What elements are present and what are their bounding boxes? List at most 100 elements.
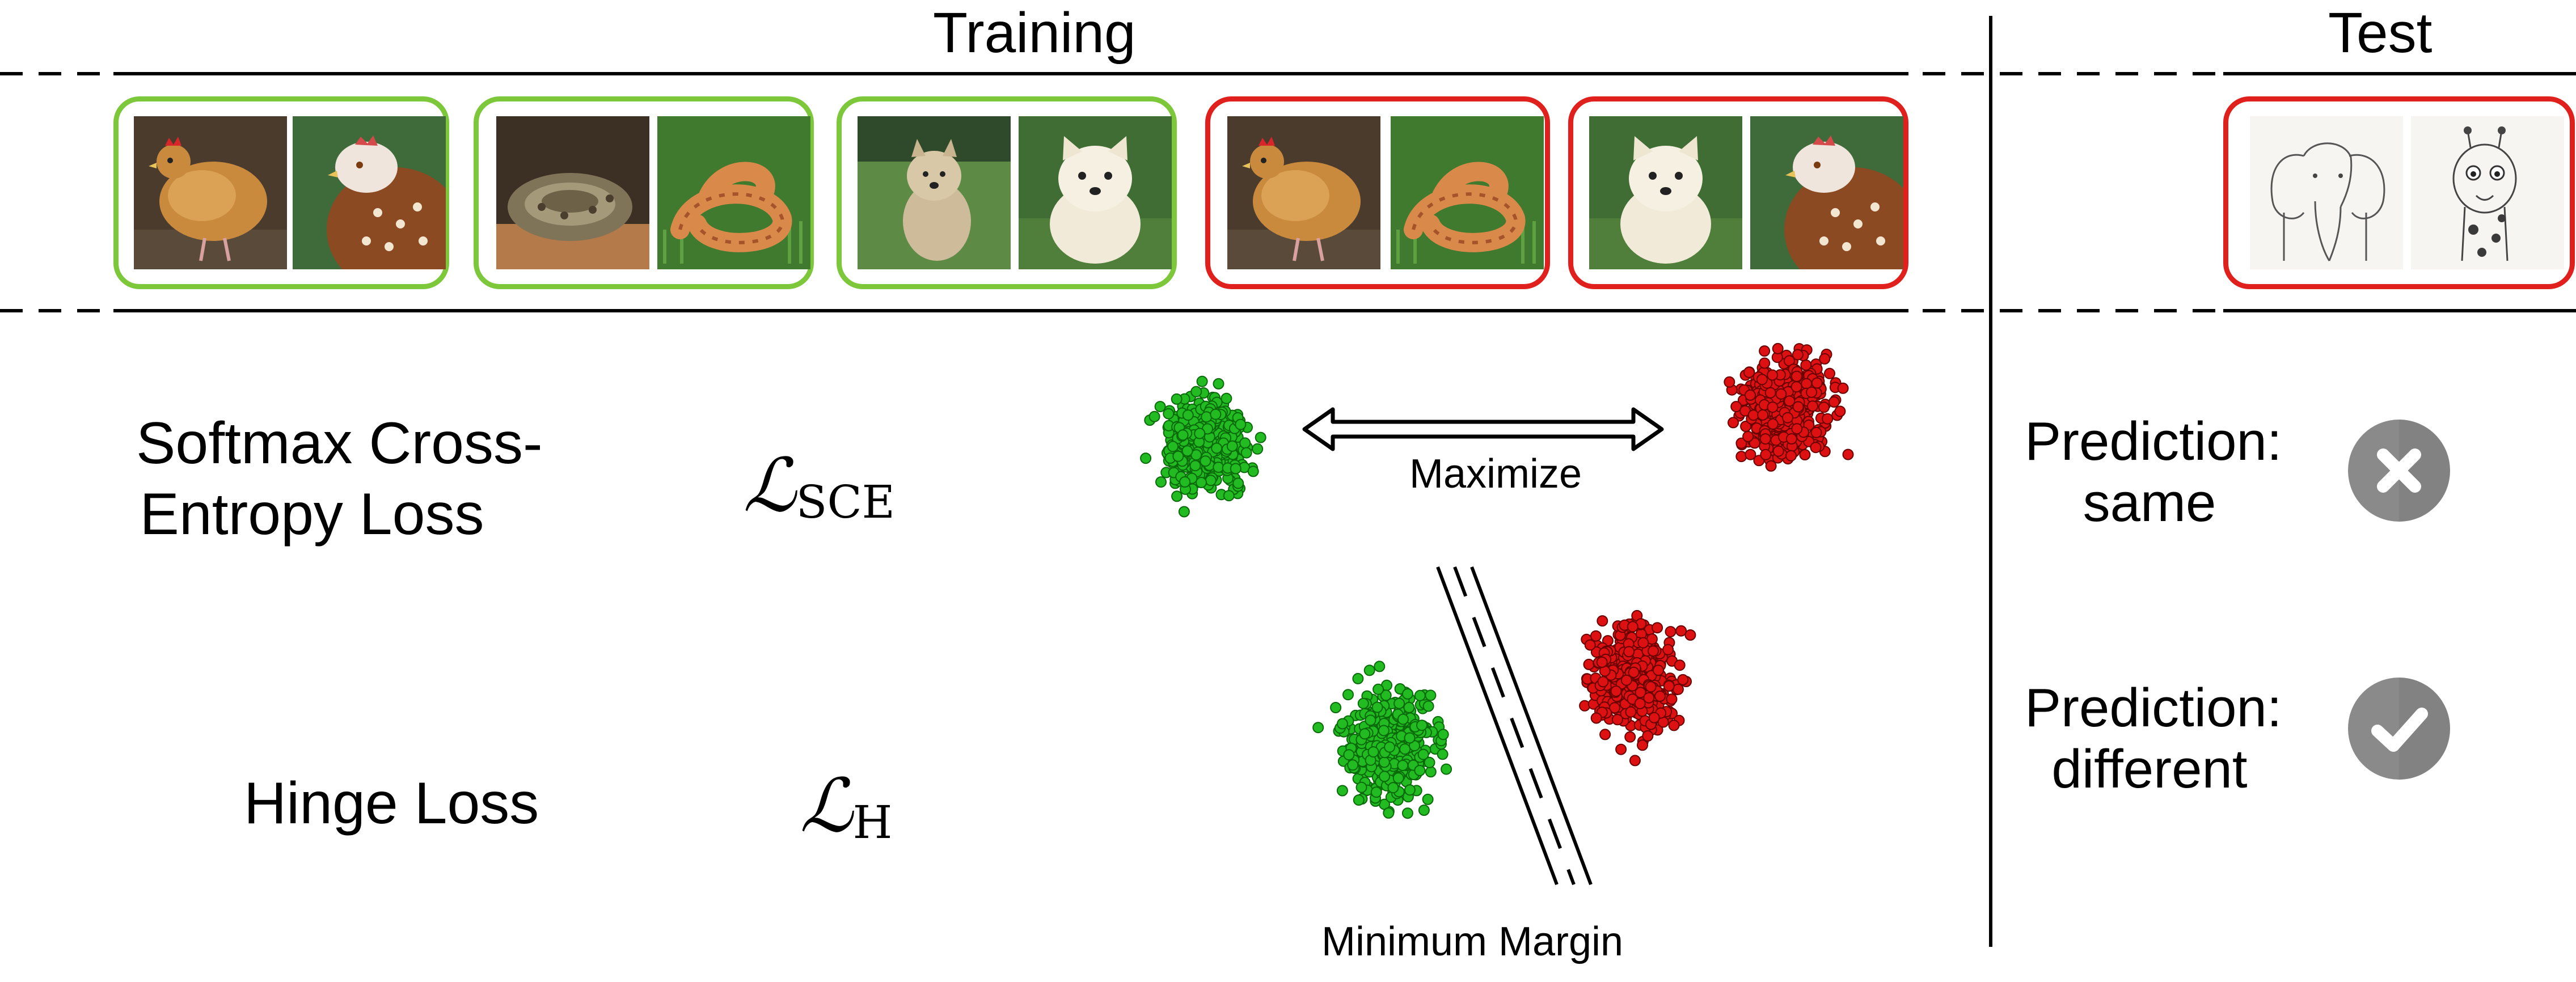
cluster-point [1337, 718, 1348, 730]
cluster-point [1181, 445, 1193, 457]
sce-prediction-line1: Prediction: [2025, 411, 2282, 472]
cluster-point [1230, 463, 1241, 475]
cluster-point [1735, 451, 1747, 463]
cluster-point [1620, 674, 1632, 686]
cluster-point [1393, 697, 1405, 709]
cluster-point [1414, 689, 1426, 701]
cluster-point [1247, 465, 1259, 477]
sce-script-l: ℒ [743, 442, 796, 528]
positive-pair-hens [113, 96, 449, 289]
cluster-point [1167, 441, 1179, 452]
sce-red-cluster [1724, 342, 1854, 472]
cluster-point [1200, 455, 1211, 467]
cluster-point [1811, 377, 1823, 389]
cluster-point [1210, 408, 1222, 420]
cross-icon [2348, 420, 2450, 522]
cluster-point [1373, 683, 1384, 695]
cluster-point [1359, 728, 1371, 740]
cluster-point [1764, 387, 1776, 399]
cluster-point [1791, 423, 1803, 435]
cluster-point [1163, 408, 1175, 420]
cluster-point [1759, 357, 1771, 369]
cluster-point [1178, 506, 1190, 518]
cluster-point [1784, 395, 1796, 407]
test-header: Test [2328, 1, 2433, 65]
cluster-point [1792, 349, 1804, 361]
cluster-point [1422, 700, 1434, 712]
cluster-point [1383, 807, 1395, 819]
test-pair-sketches [2223, 96, 2575, 289]
cluster-point [1648, 645, 1659, 657]
cluster-point [1312, 722, 1324, 734]
cluster-point [1196, 375, 1208, 387]
cluster-point [1790, 381, 1802, 393]
cluster-point [1767, 401, 1779, 413]
cluster-point [1252, 443, 1264, 455]
cluster-point [1842, 448, 1854, 460]
cluster-point [1357, 697, 1369, 709]
cluster-point [1397, 713, 1409, 725]
cluster-point [1662, 644, 1674, 655]
cluster-point [1629, 755, 1641, 767]
cluster-point [1666, 693, 1678, 705]
cluster-point [1414, 765, 1426, 776]
cluster-point [1201, 411, 1213, 423]
cluster-point [1635, 687, 1646, 699]
cluster-point [1628, 666, 1640, 678]
cluster-point [1599, 729, 1611, 740]
cluster-point [1806, 386, 1818, 398]
negative-pair-dog-hen [1568, 96, 1908, 289]
cluster-point [1363, 664, 1375, 676]
cluster-point [1674, 659, 1686, 671]
cluster-point [1807, 400, 1818, 412]
cluster-point [1810, 426, 1822, 438]
cluster-point [1232, 477, 1244, 489]
cluster-point [1424, 756, 1435, 768]
cluster-point [1441, 763, 1452, 775]
cluster-point [1645, 681, 1657, 693]
cluster-point [1378, 725, 1390, 737]
cluster-point [1637, 637, 1649, 649]
cluster-point [1597, 676, 1609, 688]
sce-loss-name: Softmax Cross- Entropy Loss [136, 408, 543, 550]
cluster-point [1792, 401, 1804, 413]
cluster-point [1828, 396, 1840, 408]
cluster-point [1365, 714, 1376, 726]
cluster-point [1403, 701, 1415, 713]
cluster-point [1583, 658, 1595, 670]
cluster-point [1342, 689, 1354, 701]
hinge-loss-name: Hinge Loss [244, 771, 539, 836]
hinge-subscript: H [852, 796, 893, 849]
sce-loss-symbol: ℒSCE [743, 442, 895, 528]
cluster-point [1759, 345, 1771, 357]
cluster-point [1800, 359, 1812, 371]
cluster-point [1336, 785, 1348, 797]
cluster-point [1397, 760, 1409, 771]
maximize-label: Maximize [1409, 451, 1582, 497]
cluster-point [1730, 401, 1742, 413]
cluster-point [1416, 719, 1428, 731]
sce-prediction: Prediction: same [2025, 411, 2282, 533]
cluster-point [1425, 689, 1437, 701]
cluster-point [1196, 477, 1207, 488]
cluster-point [1211, 442, 1223, 454]
sce-loss-line1: Softmax Cross- [136, 410, 543, 476]
cluster-point [1684, 629, 1696, 641]
cluster-point [1627, 621, 1638, 633]
cluster-point [1422, 793, 1434, 805]
sce-green-cluster [1140, 375, 1266, 518]
cluster-point [1374, 661, 1386, 672]
cluster-point [1240, 447, 1252, 459]
cluster-point [1384, 741, 1396, 753]
cluster-point [1785, 433, 1797, 445]
cluster-point [1597, 615, 1608, 627]
cluster-point [1194, 427, 1206, 439]
margin-lines [1436, 566, 1593, 886]
cluster-point [1775, 388, 1787, 400]
cluster-point [1148, 410, 1160, 422]
cluster-point [1819, 353, 1831, 365]
cluster-point [1343, 749, 1355, 761]
cluster-point [1772, 445, 1784, 457]
cluster-point [1371, 701, 1383, 713]
